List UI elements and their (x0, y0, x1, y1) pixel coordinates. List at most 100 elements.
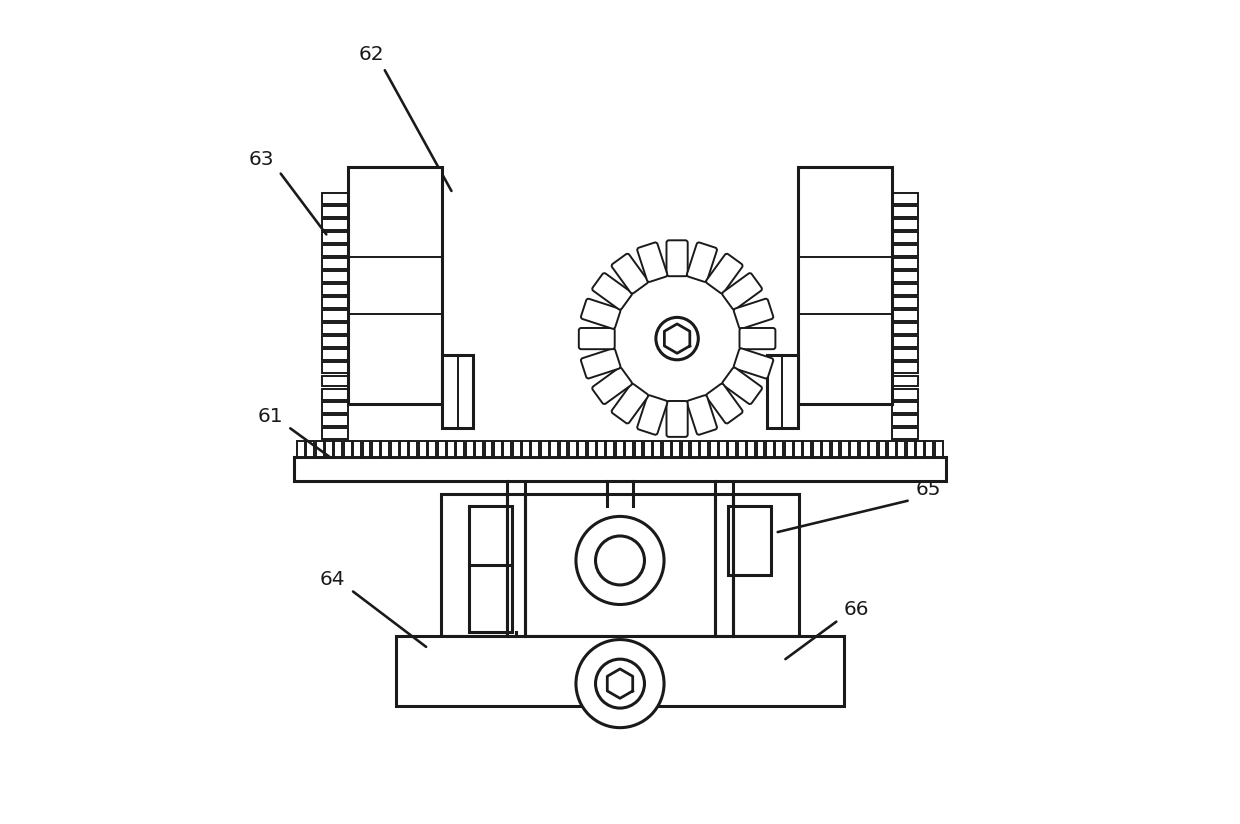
Bar (598, 441, 605, 456)
Bar (322, 336, 348, 348)
FancyBboxPatch shape (611, 384, 649, 424)
Bar (775, 441, 784, 456)
Bar (306, 441, 314, 456)
Bar (322, 376, 348, 386)
Bar (892, 401, 918, 413)
Bar (841, 441, 849, 456)
Bar (322, 245, 348, 256)
Bar (578, 441, 587, 456)
Bar (892, 376, 918, 386)
Bar (438, 441, 445, 456)
Bar (892, 311, 918, 321)
Bar (322, 284, 348, 295)
Bar (322, 428, 348, 438)
Bar (892, 206, 918, 217)
FancyBboxPatch shape (579, 328, 615, 349)
Bar (485, 441, 492, 456)
Bar (322, 193, 348, 204)
FancyBboxPatch shape (637, 242, 667, 282)
Bar (892, 428, 918, 438)
FancyBboxPatch shape (687, 242, 717, 282)
Bar (606, 441, 614, 456)
Bar (832, 441, 839, 456)
Bar (701, 441, 708, 456)
Bar (322, 401, 348, 413)
Bar (892, 245, 918, 256)
Bar (766, 441, 774, 456)
Bar (925, 441, 934, 456)
Bar (859, 441, 868, 456)
Bar (635, 441, 642, 456)
Circle shape (575, 639, 665, 728)
Circle shape (656, 317, 698, 360)
Circle shape (595, 659, 645, 708)
Bar (559, 441, 568, 456)
Bar (892, 414, 918, 426)
Bar (469, 506, 512, 632)
Bar (738, 441, 745, 456)
Bar (892, 389, 918, 400)
Text: 64: 64 (320, 569, 346, 588)
Bar (409, 441, 418, 456)
Bar (512, 441, 521, 456)
Bar (322, 311, 348, 321)
Bar (892, 349, 918, 360)
Bar (719, 441, 727, 456)
Bar (748, 441, 755, 456)
Bar (335, 441, 342, 456)
Bar (892, 232, 918, 243)
Bar (616, 441, 624, 456)
Bar (766, 355, 797, 428)
Bar (892, 284, 918, 295)
Bar (316, 441, 324, 456)
Bar (756, 441, 764, 456)
Text: 63: 63 (248, 150, 274, 169)
FancyBboxPatch shape (611, 254, 649, 293)
Bar (892, 219, 918, 230)
Bar (322, 271, 348, 282)
Bar (391, 441, 398, 456)
Bar (322, 219, 348, 230)
FancyBboxPatch shape (734, 299, 774, 329)
Circle shape (575, 517, 665, 605)
Bar (892, 297, 918, 308)
Bar (325, 441, 334, 456)
Bar (888, 441, 895, 456)
Bar (322, 389, 348, 400)
Bar (898, 441, 905, 456)
Bar (691, 441, 699, 456)
FancyBboxPatch shape (580, 299, 620, 329)
Bar (682, 441, 689, 456)
Bar (906, 441, 915, 456)
Bar (440, 494, 800, 636)
Bar (662, 441, 671, 456)
Circle shape (595, 536, 645, 585)
Bar (322, 363, 348, 373)
Bar (396, 636, 844, 705)
Bar (456, 441, 464, 456)
Bar (382, 441, 389, 456)
FancyBboxPatch shape (580, 349, 620, 378)
Bar (446, 441, 455, 456)
Circle shape (610, 272, 744, 405)
Bar (322, 206, 348, 217)
Text: 61: 61 (258, 406, 284, 425)
FancyBboxPatch shape (722, 273, 763, 310)
Bar (322, 297, 348, 308)
Bar (728, 441, 737, 456)
Bar (372, 441, 379, 456)
Bar (878, 441, 887, 456)
Bar (419, 441, 427, 456)
Bar (401, 441, 408, 456)
Bar (869, 441, 877, 456)
Bar (672, 441, 680, 456)
Bar (551, 441, 558, 456)
Bar (728, 506, 771, 575)
Text: 66: 66 (843, 600, 869, 619)
Text: 62: 62 (358, 45, 384, 64)
Bar (653, 441, 661, 456)
Bar (892, 363, 918, 373)
Bar (785, 441, 792, 456)
Bar (569, 441, 577, 456)
Bar (813, 441, 821, 456)
